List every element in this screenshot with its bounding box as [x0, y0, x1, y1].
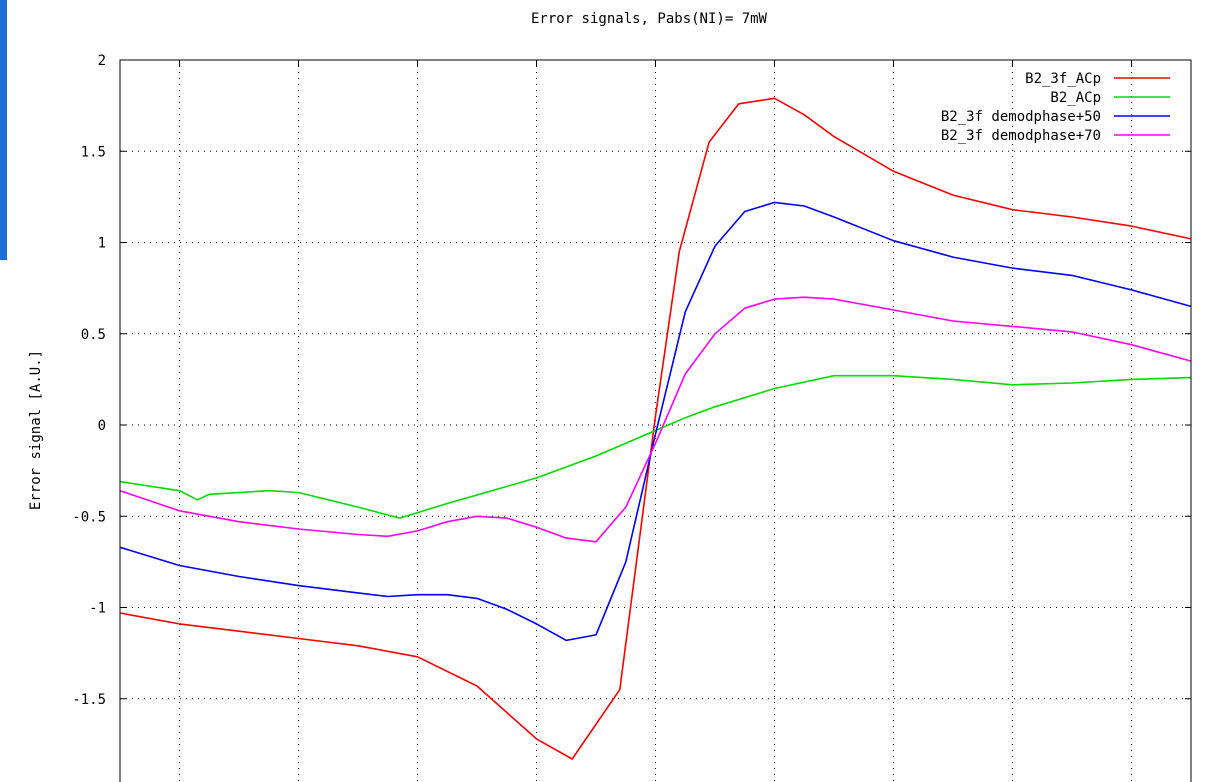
series-line-4	[119, 296, 1192, 543]
y-tick-label: 0	[98, 418, 106, 434]
y-tick-label: 1.5	[81, 144, 106, 160]
y-tick-label: 1	[98, 236, 106, 252]
y-tick-label: 2	[98, 53, 106, 69]
legend: B2_3f_ACp B2_ACp B2_3f demodphase+50 B2_3f …	[941, 71, 1170, 144]
window-edge-strip	[0, 0, 7, 260]
axis-ticks: 2 1.5 1 0.5 0 -0.5 -1 -1.5	[72, 53, 1191, 708]
series-line-2	[119, 374, 1192, 519]
legend-label: B2_3f_ACp	[1025, 71, 1101, 87]
y-tick-label: -0.5	[72, 509, 106, 525]
series-lines	[119, 97, 1192, 760]
y-tick-label: -1.5	[72, 692, 106, 708]
legend-label: B2_3f demodphase+50	[941, 109, 1101, 125]
series-line-3	[119, 201, 1192, 642]
y-axis-label: Error signal [A.U.]	[28, 350, 44, 510]
series-line-1	[119, 97, 1192, 760]
legend-label: B2_ACp	[1050, 90, 1101, 106]
plot-frame	[119, 59, 1192, 782]
chart-title: Error signals, Pabs(NI)= 7mW	[531, 11, 768, 27]
y-tick-label: 0.5	[81, 327, 106, 343]
legend-label: B2_3f demodphase+70	[941, 128, 1101, 144]
y-tick-label: -1	[89, 601, 106, 617]
